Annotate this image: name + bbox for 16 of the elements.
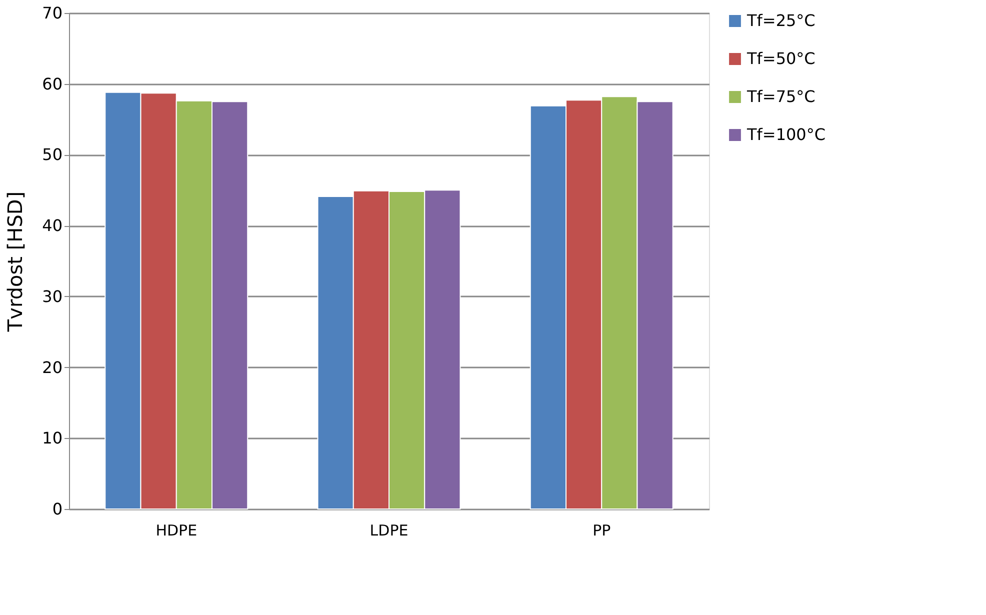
legend-label: Tf=75°C	[746, 87, 816, 106]
x-tick-label: HDPE	[156, 522, 198, 540]
legend-label: Tf=25°C	[746, 11, 816, 30]
y-tick-label: 10	[42, 428, 62, 448]
legend-label: Tf=50°C	[746, 49, 816, 68]
x-tick-label: LDPE	[370, 522, 408, 540]
y-tick-label: 50	[42, 145, 62, 164]
y-axis-title: Tvrdost [HSD]	[3, 191, 28, 333]
y-tick-label: 20	[42, 358, 62, 377]
y-tick-label: 60	[42, 74, 62, 94]
y-tick-label: 30	[42, 286, 62, 306]
y-tick-label: 40	[42, 216, 62, 236]
y-tick-label: 70	[42, 4, 62, 22]
y-tick-label: 0	[52, 500, 62, 518]
legend-label: Tf=100°C	[746, 125, 826, 144]
x-tick-label: PP	[592, 522, 611, 540]
